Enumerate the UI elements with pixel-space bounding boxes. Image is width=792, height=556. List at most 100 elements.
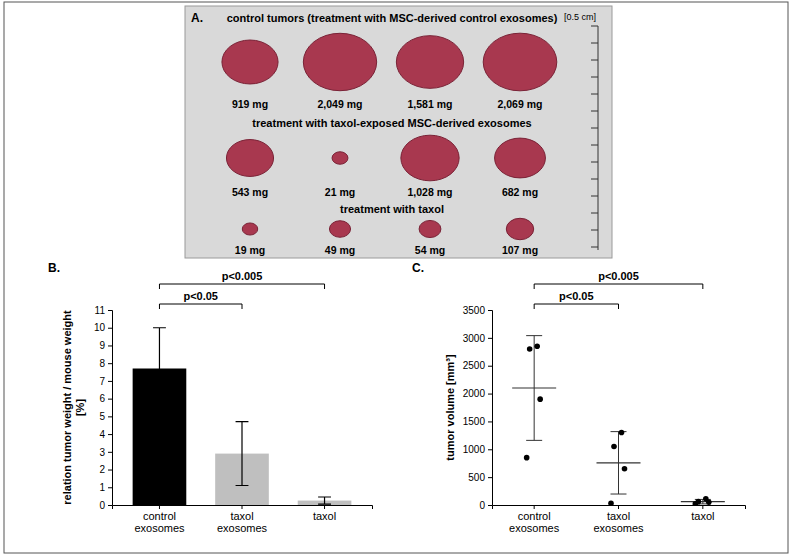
tick-mark	[242, 505, 243, 509]
point	[611, 444, 617, 450]
ruler-tick	[591, 145, 598, 146]
bars	[133, 328, 352, 505]
tick-label-line: exosomes	[509, 522, 560, 534]
y-tick: 8	[99, 358, 112, 369]
y-tick: 7	[99, 376, 112, 387]
y-tick: 3	[99, 447, 112, 458]
y-tick: 3000	[463, 333, 492, 344]
mean-line	[512, 387, 556, 388]
significance: p<0.05p<0.005	[159, 270, 324, 309]
figure: A.[0.5 cm]control tumors (treatment with…	[0, 0, 792, 556]
axis-line	[108, 311, 113, 506]
tumor	[222, 40, 278, 84]
tumor	[401, 135, 459, 181]
weight-label: 49 mg	[325, 244, 355, 256]
tick-mark	[488, 394, 492, 395]
tick-mark	[108, 363, 112, 364]
tick-mark	[618, 505, 619, 509]
point	[608, 501, 614, 505]
axis-line	[488, 311, 493, 506]
x-axis: controlexosomestaxolexosomestaxol	[493, 505, 746, 534]
weight-label: 919 mg	[232, 98, 268, 110]
tick-label: 11	[95, 305, 106, 316]
y-tick: 9	[99, 340, 112, 351]
y-axis: 0500100015002000250030003500	[463, 305, 493, 511]
error-bar	[236, 422, 249, 486]
x-axis: controlexosomestaxolexosomestaxol	[113, 505, 373, 534]
tick-mark	[108, 487, 112, 488]
tick-label-line: control	[143, 510, 176, 522]
tick-label-line: exosomes	[134, 522, 185, 534]
photo-background	[185, 6, 612, 258]
tick-label: 4	[99, 429, 105, 440]
tumor	[226, 140, 273, 177]
ruler-tick	[591, 94, 598, 95]
x-tick: taxol	[691, 505, 714, 522]
significance-label: p<0.005	[598, 270, 639, 282]
tick-mark	[108, 505, 112, 506]
tick-label: 10	[94, 322, 106, 333]
point	[706, 499, 712, 505]
tick-label: 2000	[463, 388, 486, 399]
tick-mark	[488, 505, 492, 506]
tick-mark	[534, 505, 535, 509]
y-tick: 0	[479, 500, 492, 511]
tick-mark	[108, 310, 112, 311]
tick-label: 3000	[463, 333, 486, 344]
tumor	[495, 138, 546, 178]
tick-mark	[159, 505, 160, 509]
significance-label: p<0.05	[559, 290, 594, 302]
tick-label: 2500	[463, 360, 486, 371]
x-tick: controlexosomes	[509, 505, 560, 534]
point	[534, 343, 540, 349]
tick-label: 1000	[463, 444, 486, 455]
y-tick: 2000	[463, 388, 492, 399]
tick-label: 5	[99, 411, 105, 422]
weight-label: 1,581 mg	[408, 98, 453, 110]
y-tick: 2500	[463, 360, 492, 371]
mean-line	[681, 501, 725, 502]
tick-label-line: taxol	[607, 510, 630, 522]
tick-mark	[108, 345, 112, 346]
ruler-tick	[591, 230, 598, 231]
ruler-tick	[591, 128, 598, 129]
tick-label: 2	[99, 464, 105, 475]
ruler-tick	[591, 77, 598, 78]
weight-label: 2,049 mg	[318, 98, 363, 110]
tick-mark	[108, 416, 112, 417]
figure-svg: A.[0.5 cm]control tumors (treatment with…	[0, 0, 792, 556]
tick-mark	[108, 399, 112, 400]
y-tick: 4	[99, 429, 112, 440]
tick-label: controlexosomes	[134, 510, 185, 535]
figure-frame	[4, 2, 788, 553]
significance-label: p<0.005	[222, 270, 263, 282]
tick-label: taxolexosomes	[217, 510, 268, 535]
ruler-tick	[591, 196, 598, 197]
tick-label: 6	[99, 393, 105, 404]
tick-label: taxolexosomes	[593, 510, 644, 535]
tick-mark	[108, 328, 112, 329]
panel-letter: B.	[48, 261, 60, 275]
tick-mark	[488, 338, 492, 339]
y-axis-title-line: [%]	[74, 399, 86, 416]
tick-mark	[108, 470, 112, 471]
tick-mark	[488, 421, 492, 422]
tick-label: 3500	[463, 305, 486, 316]
tick-label: 500	[468, 472, 485, 483]
ruler-tick	[591, 162, 598, 163]
ruler-tick	[591, 26, 598, 27]
tumor	[329, 221, 350, 238]
points	[512, 336, 725, 505]
point	[693, 501, 699, 505]
x-tick: controlexosomes	[134, 505, 185, 534]
tumor	[396, 36, 463, 89]
y-tick: 1000	[463, 444, 492, 455]
significance-bracket	[159, 284, 324, 289]
tumor	[506, 218, 533, 239]
tick-mark	[488, 449, 492, 450]
ruler-tick	[591, 43, 598, 44]
tick-label-line: taxol	[691, 510, 714, 522]
tumor	[303, 33, 376, 90]
tumor	[332, 152, 348, 164]
tick-label: controlexosomes	[509, 510, 560, 535]
